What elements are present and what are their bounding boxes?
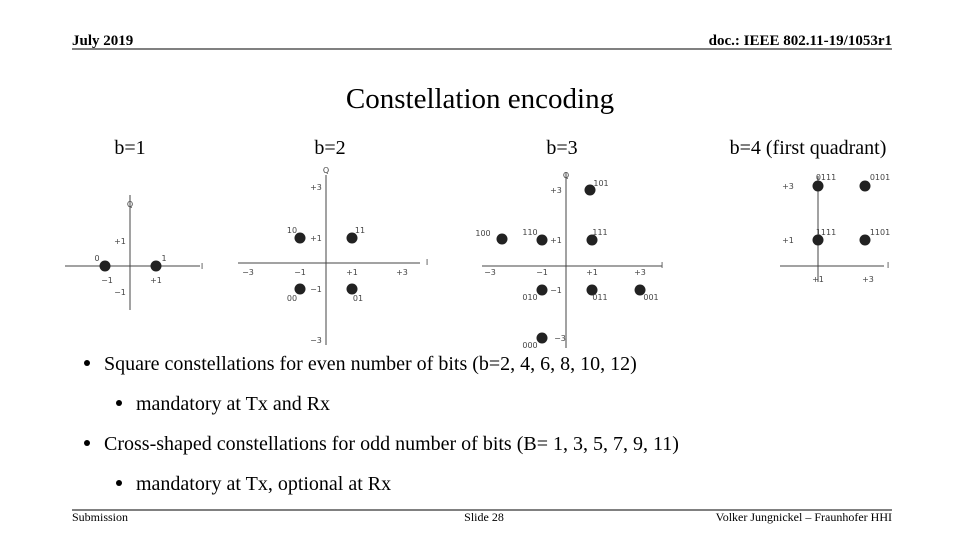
constellation-point	[586, 284, 598, 296]
diagram-label: 1101	[870, 228, 890, 237]
constellation-point	[812, 234, 824, 246]
diagram-label: −1	[114, 288, 126, 297]
diagram-label: Q	[127, 200, 133, 209]
constellation-point	[859, 234, 871, 246]
diagram-label: 111	[592, 228, 607, 237]
constellation-point	[584, 184, 596, 196]
diagram-label: −1	[536, 268, 548, 277]
constellation-point	[496, 233, 508, 245]
constellation-point	[346, 283, 358, 295]
diagram-label: +1	[114, 237, 126, 246]
sub-bullet: mandatory at Tx, optional at Rx	[136, 473, 391, 495]
caption: b=4 (first quadrant)	[730, 137, 887, 159]
diagram-label: −3	[242, 268, 254, 277]
diagram-label: 0	[94, 254, 99, 263]
footer-center: Slide 28	[464, 510, 504, 524]
diagram-label: 00	[287, 294, 297, 303]
diagram-label: 01	[353, 294, 363, 303]
diagram-label: 100	[475, 229, 490, 238]
constellation-point	[536, 284, 548, 296]
diagram-label: +1	[782, 236, 794, 245]
bullet-dot	[116, 480, 122, 486]
constellation-point	[294, 283, 306, 295]
diagram-label: 0101	[870, 173, 890, 182]
diagram-label: +1	[586, 268, 598, 277]
diagram-label: 10	[287, 226, 297, 235]
footer-left: Submission	[72, 510, 128, 524]
diagram-label: +3	[396, 268, 408, 277]
diagram-label: 010	[522, 293, 537, 302]
diagram-label: Q	[563, 171, 569, 180]
constellation-point	[586, 234, 598, 246]
diagram-label: Q	[323, 166, 329, 175]
footer-right: Volker Jungnickel – Fraunhofer HHI	[716, 510, 892, 524]
bullet-dot	[116, 400, 122, 406]
caption: b=2	[314, 137, 345, 159]
diagram-label: 110	[522, 228, 537, 237]
constellation-point	[294, 232, 306, 244]
diagram-label: 001	[643, 293, 658, 302]
caption: b=1	[114, 137, 145, 159]
diagram-label: 1	[161, 254, 166, 263]
diagram-label: 0111	[816, 173, 836, 182]
diagram-label: 1111	[816, 228, 836, 237]
constellation-point	[634, 284, 646, 296]
diagram-label: +3	[310, 183, 322, 192]
diagram-label: +3	[550, 186, 562, 195]
diagram-label: −1	[294, 268, 306, 277]
caption: b=3	[546, 137, 577, 159]
bullet-dot	[84, 360, 90, 366]
diagram-label: 101	[593, 179, 608, 188]
diagram-label: +1	[812, 275, 824, 284]
bullet-dot	[84, 440, 90, 446]
constellation-point	[536, 332, 548, 344]
diagram-label: +1	[550, 236, 562, 245]
sub-bullet: mandatory at Tx and Rx	[136, 393, 330, 415]
diagram-label: −1	[310, 285, 322, 294]
diagram-label: I	[426, 258, 428, 267]
bullet: Square constellations for even number of…	[104, 353, 637, 375]
header-doc: doc.: IEEE 802.11-19/1053r1	[709, 33, 892, 49]
header-date: July 2019	[72, 33, 133, 49]
diagram-label: −1	[101, 276, 113, 285]
constellation-point	[99, 260, 111, 272]
diagram-label: +1	[346, 268, 358, 277]
constellation-point	[812, 180, 824, 192]
constellation-point	[150, 260, 162, 272]
diagram-label: +3	[634, 268, 646, 277]
diagram-label: 11	[355, 226, 365, 235]
diagram-label: +1	[310, 234, 322, 243]
diagram-label: −3	[310, 336, 322, 345]
diagram-label: 000	[522, 341, 537, 350]
diagram-label: 011	[592, 293, 607, 302]
bullet: Cross-shaped constellations for odd numb…	[104, 433, 679, 455]
constellation-point	[859, 180, 871, 192]
diagram-label: +3	[782, 182, 794, 191]
diagram-label: −3	[554, 334, 566, 343]
diagram-label: −3	[484, 268, 496, 277]
slide-title: Constellation encoding	[346, 83, 614, 115]
constellation-point	[346, 232, 358, 244]
diagram-label: I	[661, 261, 663, 270]
diagram-label: I	[201, 262, 203, 271]
diagram-label: −1	[550, 286, 562, 295]
constellation-point	[536, 234, 548, 246]
diagram-label: I	[887, 261, 889, 270]
diagram-label: +3	[862, 275, 874, 284]
diagram-label: +1	[150, 276, 162, 285]
